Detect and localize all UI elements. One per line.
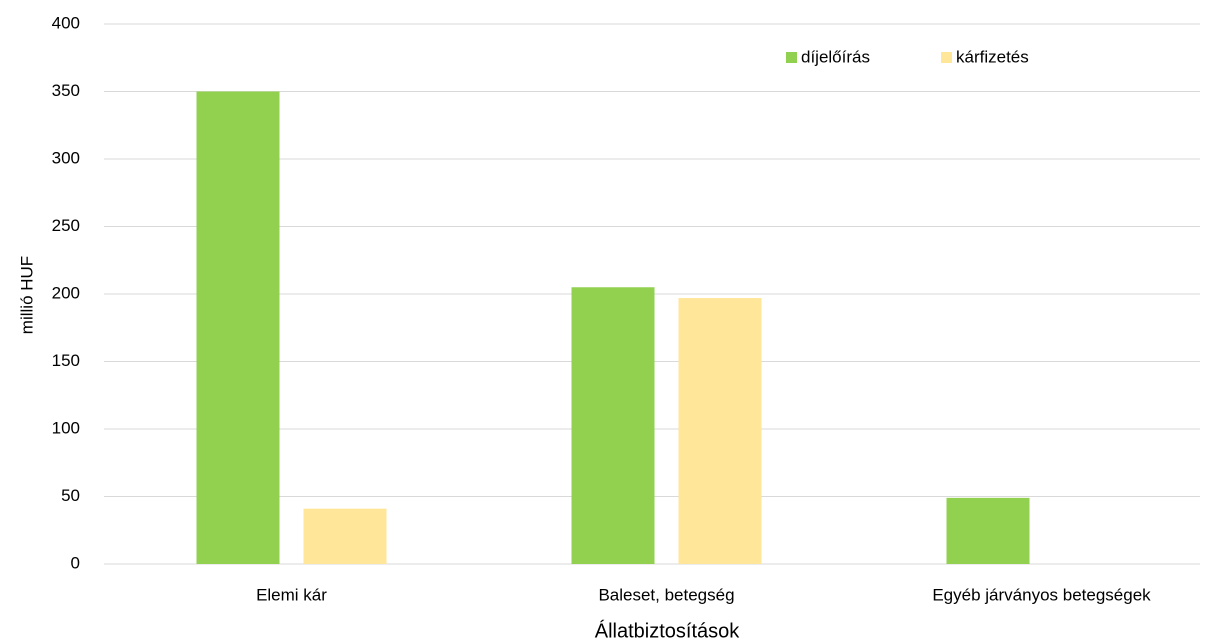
x-tick-label: Elemi kár bbox=[256, 585, 327, 604]
legend-label: kárfizetés bbox=[956, 47, 1029, 66]
y-tick-label: 100 bbox=[52, 418, 80, 437]
y-tick-label: 0 bbox=[71, 553, 80, 572]
bar bbox=[303, 508, 387, 564]
y-axis-title: millió HUF bbox=[17, 256, 36, 334]
bar bbox=[946, 497, 1030, 564]
x-axis-title: Állatbiztosítások bbox=[595, 619, 741, 641]
x-tick-label: Baleset, betegség bbox=[598, 585, 734, 604]
y-tick-label: 300 bbox=[52, 148, 80, 167]
y-tick-label: 400 bbox=[52, 13, 80, 32]
y-tick-label: 250 bbox=[52, 216, 80, 235]
legend-swatch bbox=[786, 52, 797, 63]
bar bbox=[678, 298, 762, 564]
legend-label: díjelőírás bbox=[801, 47, 870, 66]
x-tick-label: Egyéb járványos betegségek bbox=[932, 585, 1151, 604]
bar bbox=[196, 91, 280, 564]
y-tick-label: 350 bbox=[52, 81, 80, 100]
y-tick-label: 50 bbox=[61, 486, 80, 505]
bar bbox=[571, 287, 655, 564]
y-tick-label: 150 bbox=[52, 351, 80, 370]
y-tick-label: 200 bbox=[52, 283, 80, 302]
legend-swatch bbox=[941, 52, 952, 63]
